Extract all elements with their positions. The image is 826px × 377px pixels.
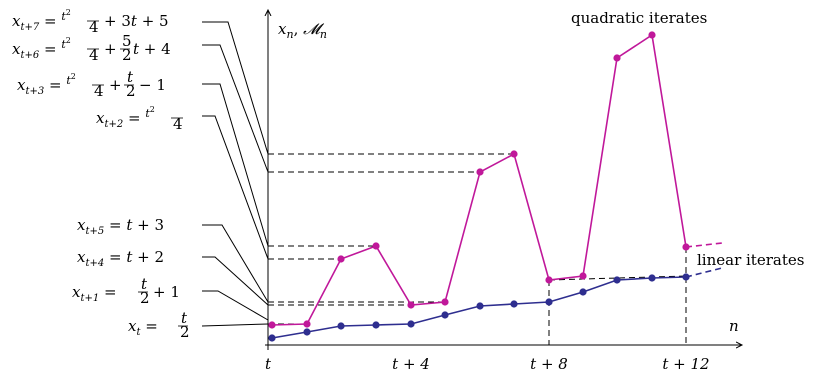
svg-text:t: t <box>127 68 134 86</box>
svg-text:xt+6 = t2: xt+6 = t2 <box>12 36 71 61</box>
eq-x-t-plus-4: xt+4 = t + 2 <box>77 248 164 269</box>
quadratic-point-5 <box>441 298 449 306</box>
linear-point-9 <box>579 288 587 296</box>
svg-text:2: 2 <box>126 82 136 100</box>
quadratic-point-4 <box>407 301 415 309</box>
linear-iterates-label: linear iterates <box>697 251 804 269</box>
x-tick-t-plus-4: t + 4 <box>392 355 430 373</box>
quadratic-point-6 <box>476 168 484 176</box>
x-axis-label: n <box>729 317 739 335</box>
linear-point-6 <box>476 302 484 310</box>
equation-labels: xt+7 = t2 4 + 3t + 5 xt+6 = t2 4 + 5 2 t… <box>12 8 190 341</box>
svg-text:4: 4 <box>94 82 104 100</box>
svg-text:4: 4 <box>173 115 183 133</box>
leader-x-t-plus-7 <box>202 21 269 155</box>
linear-point-3 <box>372 321 380 329</box>
linear-point-7 <box>510 300 518 308</box>
linear-point-1 <box>303 328 311 336</box>
svg-text:+ 3t + 5: + 3t + 5 <box>104 12 169 30</box>
svg-text:xt =: xt = <box>128 317 158 338</box>
linear-series <box>268 267 723 342</box>
guide-t-plus-8-top <box>548 275 687 281</box>
svg-text:t + 4: t + 4 <box>133 40 171 58</box>
svg-text:4: 4 <box>89 46 99 64</box>
quadratic-point-10 <box>613 54 621 62</box>
svg-text:+ 1: + 1 <box>153 283 180 301</box>
x-tick-t-plus-12: t + 12 <box>662 355 709 373</box>
eq-x-t-plus-1: xt+1 = t 2 + 1 <box>72 275 180 307</box>
quadratic-continuation <box>685 242 723 248</box>
quadratic-point-0 <box>268 321 276 329</box>
eq-x-t-plus-3: xt+3 = t2 4 + t 2 − 1 <box>17 68 166 100</box>
svg-text:2: 2 <box>122 46 132 64</box>
svg-text:t: t <box>141 275 148 293</box>
leader-x-t-plus-4 <box>202 256 269 306</box>
leader-x-t-plus-1 <box>202 290 269 321</box>
svg-text:xt+1 =: xt+1 = <box>72 283 117 304</box>
svg-text:xt+3 = t2: xt+3 = t2 <box>17 72 76 97</box>
svg-text:2: 2 <box>180 323 190 341</box>
eq-x-t-plus-5: xt+5 = t + 3 <box>77 216 164 237</box>
svg-text:xn, 𝓜n: xn, 𝓜n <box>278 20 327 41</box>
svg-text:t: t <box>181 309 188 327</box>
linear-point-11 <box>648 274 656 282</box>
quadratic-point-8 <box>545 276 553 284</box>
leader-lines <box>201 21 269 327</box>
svg-text:2: 2 <box>140 289 150 307</box>
linear-continuation <box>685 267 723 278</box>
leader-x-t-plus-2 <box>202 115 269 260</box>
quadratic-point-1 <box>303 320 311 328</box>
eq-x-t-plus-7: xt+7 = t2 4 + 3t + 5 <box>12 8 169 36</box>
quadratic-point-12 <box>682 243 690 251</box>
quadratic-point-2 <box>337 255 345 263</box>
quadratic-iterates-label: quadratic iterates <box>571 9 707 27</box>
quadratic-point-11 <box>648 31 656 39</box>
quadratic-series <box>268 31 723 329</box>
svg-text:xt+7 = t2: xt+7 = t2 <box>12 8 71 33</box>
linear-point-4 <box>407 320 415 328</box>
linear-point-8 <box>545 298 553 306</box>
linear-point-0 <box>268 334 276 342</box>
linear-point-10 <box>613 276 621 284</box>
eq-x-t-plus-6: xt+6 = t2 4 + 5 2 t + 4 <box>12 32 171 64</box>
svg-text:+: + <box>109 76 122 94</box>
linear-point-12 <box>682 273 690 281</box>
svg-text:− 1: − 1 <box>139 76 166 94</box>
quadratic-point-7 <box>510 150 518 158</box>
leader-x-t-plus-3 <box>202 83 269 247</box>
quadratic-point-9 <box>579 272 587 280</box>
guide-lines <box>268 153 687 345</box>
leader-x-t-plus-5 <box>202 224 269 303</box>
eq-x-t: xt = t 2 <box>128 309 190 341</box>
leader-x-t <box>201 323 269 327</box>
svg-text:xt+4 = t + 2: xt+4 = t + 2 <box>77 248 164 269</box>
linear-point-2 <box>337 322 345 330</box>
leader-x-t-plus-6 <box>202 44 269 173</box>
linear-point-5 <box>441 311 449 319</box>
svg-text:+: + <box>104 40 117 58</box>
x-tick-t-plus-8: t + 8 <box>530 355 568 373</box>
quadratic-point-3 <box>372 242 380 250</box>
svg-text:xt+5 = t + 3: xt+5 = t + 3 <box>77 216 164 237</box>
svg-text:5: 5 <box>122 32 132 50</box>
svg-text:4: 4 <box>89 18 99 36</box>
eq-x-t-plus-2: xt+2 = t2 4 <box>96 105 183 133</box>
y-axis-label: xn, 𝓜n <box>278 20 327 41</box>
quadratic-line <box>271 33 687 326</box>
svg-text:xt+2 = t2: xt+2 = t2 <box>96 105 155 130</box>
x-tick-t: t <box>265 355 272 373</box>
